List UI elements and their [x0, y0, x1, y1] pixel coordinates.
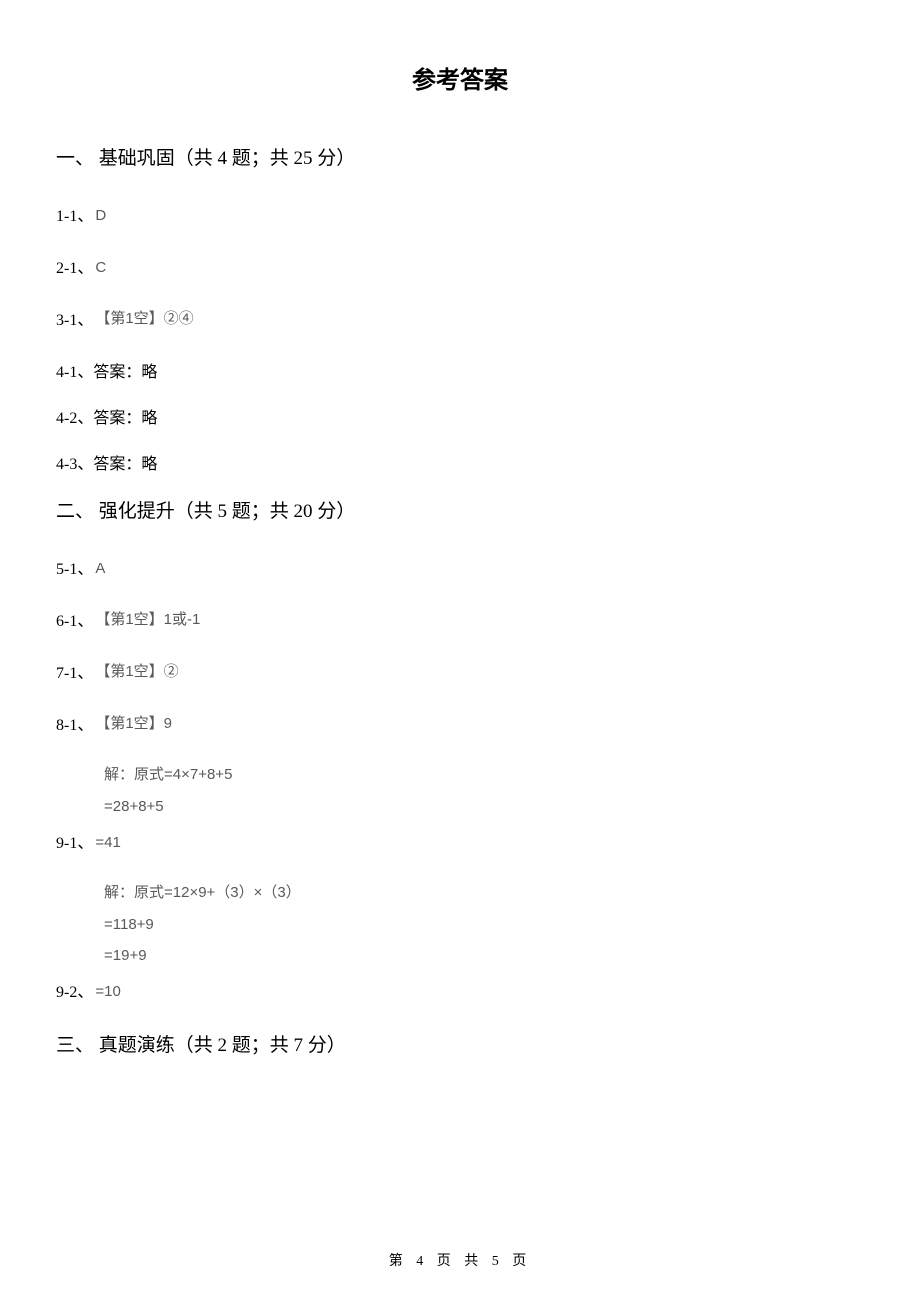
- solution-line: =19+9: [104, 947, 864, 964]
- answer-value: 【第1空】9: [95, 712, 172, 733]
- answer-4-1: 4-1、 答案：略: [56, 358, 864, 382]
- solution-line: 解：原式=12×9+（3）×（3）: [104, 881, 864, 902]
- answer-label: 9-1、: [56, 829, 93, 853]
- solution-line: =118+9: [104, 916, 864, 933]
- answer-label: 4-1、: [56, 358, 93, 382]
- answer-6-1: 6-1、 【第1空】1或-1: [56, 607, 864, 631]
- answer-4-2: 4-2、 答案：略: [56, 404, 864, 428]
- solution-9-2: 解：原式=12×9+（3）×（3） =118+9 =19+9: [104, 881, 864, 964]
- answer-9-2: 9-2、 =10: [56, 978, 864, 1002]
- answer-3-1: 3-1、 【第1空】②④: [56, 306, 864, 330]
- answer-9-1: 9-1、 =41: [56, 829, 864, 853]
- answer-value: D: [95, 207, 106, 224]
- section-1-heading: 一、 基础巩固（共 4 题；共 25 分）: [56, 143, 864, 170]
- page-content: 参考答案 一、 基础巩固（共 4 题；共 25 分） 1-1、 D 2-1、 C…: [0, 0, 920, 1057]
- answer-value: 【第1空】②: [95, 660, 178, 681]
- answer-label: 2-1、: [56, 254, 93, 278]
- answer-label: 9-2、: [56, 978, 93, 1002]
- answer-label: 3-1、: [56, 306, 93, 330]
- answer-4-3: 4-3、 答案：略: [56, 450, 864, 474]
- answer-8-1: 8-1、 【第1空】9: [56, 711, 864, 735]
- solution-line: =28+8+5: [104, 798, 864, 815]
- answer-1-1: 1-1、 D: [56, 202, 864, 226]
- answer-label: 5-1、: [56, 555, 93, 579]
- solution-9-1: 解：原式=4×7+8+5 =28+8+5: [104, 763, 864, 815]
- answer-2-1: 2-1、 C: [56, 254, 864, 278]
- answer-7-1: 7-1、 【第1空】②: [56, 659, 864, 683]
- answer-value: A: [95, 560, 105, 577]
- answer-value: 答案：略: [93, 358, 157, 382]
- answer-value: 答案：略: [93, 450, 157, 474]
- answer-label: 4-2、: [56, 404, 93, 428]
- answer-value: =10: [95, 983, 120, 1000]
- answer-5-1: 5-1、 A: [56, 555, 864, 579]
- answer-value: 答案：略: [93, 404, 157, 428]
- solution-line: 解：原式=4×7+8+5: [104, 763, 864, 784]
- answer-label: 4-3、: [56, 450, 93, 474]
- section-2-heading: 二、 强化提升（共 5 题；共 20 分）: [56, 496, 864, 523]
- answer-value: 【第1空】1或-1: [95, 608, 200, 629]
- answer-value: =41: [95, 834, 120, 851]
- page-title: 参考答案: [56, 60, 864, 95]
- answer-label: 8-1、: [56, 711, 93, 735]
- section-3-heading: 三、 真题演练（共 2 题；共 7 分）: [56, 1030, 864, 1057]
- answer-label: 1-1、: [56, 202, 93, 226]
- answer-label: 6-1、: [56, 607, 93, 631]
- page-footer: 第 4 页 共 5 页: [0, 1250, 920, 1270]
- answer-label: 7-1、: [56, 659, 93, 683]
- answer-value: C: [95, 259, 106, 276]
- answer-value: 【第1空】②④: [95, 307, 193, 328]
